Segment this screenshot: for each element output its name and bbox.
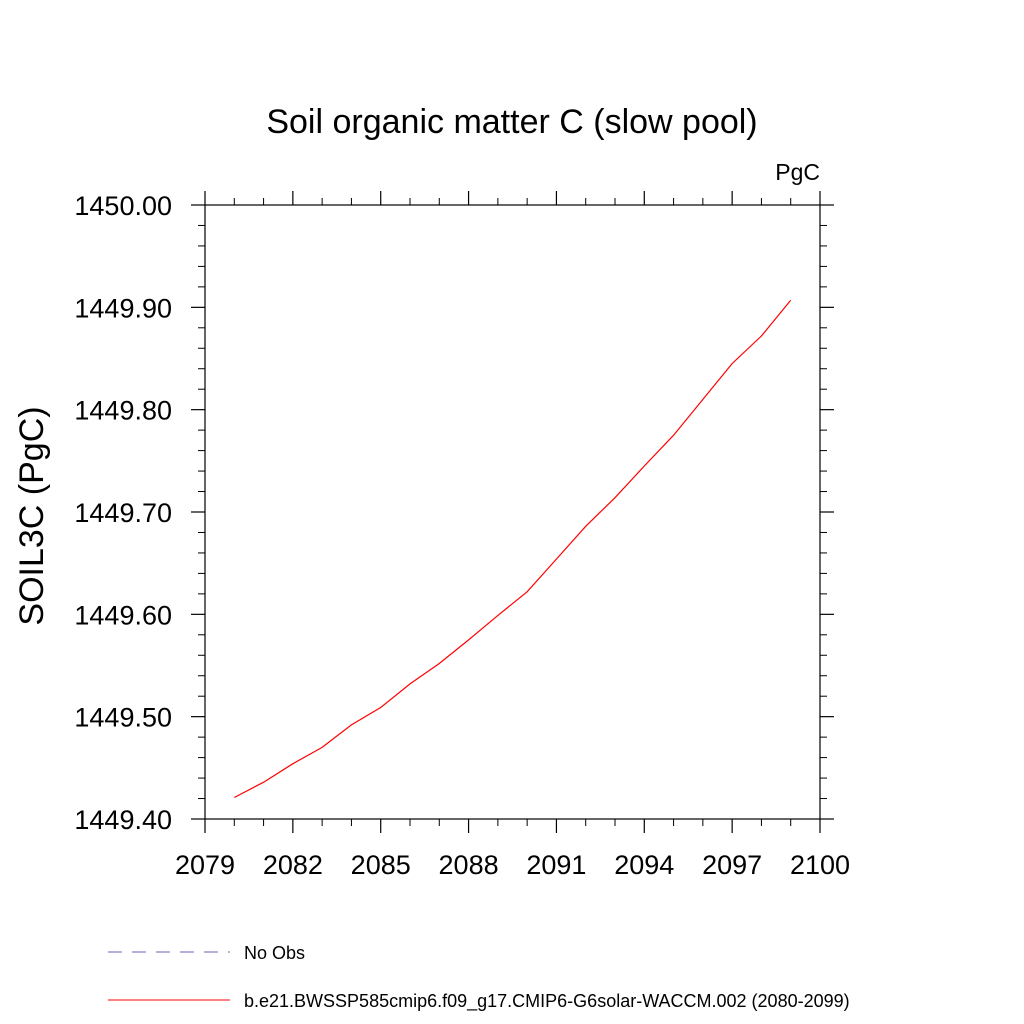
x-tick-label: 2100: [790, 850, 850, 880]
y-tick-label: 1449.40: [74, 805, 172, 835]
x-tick-label: 2079: [175, 850, 235, 880]
legend-label: No Obs: [244, 943, 305, 963]
x-tick-label: 2085: [351, 850, 411, 880]
chart-title: Soil organic matter C (slow pool): [266, 103, 757, 141]
x-tick-label: 2091: [526, 850, 586, 880]
y-tick-label: 1449.50: [74, 703, 172, 733]
y-tick-label: 1450.00: [74, 191, 172, 221]
x-tick-label: 2082: [263, 850, 323, 880]
x-tick-label: 2097: [702, 850, 762, 880]
y-tick-label: 1449.60: [74, 600, 172, 630]
y-axis-label: SOIL3C (PgC): [13, 406, 51, 625]
series-line: [234, 299, 792, 799]
x-tick-label: 2088: [439, 850, 499, 880]
units-label: PgC: [775, 159, 820, 185]
y-tick-label: 1449.70: [74, 498, 172, 528]
y-axis-ticks: 1449.40 1449.50 1449.60 1449.70 1449.80 1449.…: [74, 191, 834, 835]
plot-frame: [204, 204, 821, 820]
x-axis-ticks: 2079 2082 2085 2088 2091 2094 2097 2100: [175, 191, 850, 880]
y-tick-label: 1449.90: [74, 293, 172, 323]
legend: No Obs b.e21.BWSSP585cmip6.f09_g17.CMIP6-…: [108, 943, 850, 1012]
series-layer: [234, 299, 792, 799]
y-tick-label: 1449.80: [74, 396, 172, 426]
x-tick-label: 2094: [614, 850, 674, 880]
legend-label: b.e21.BWSSP585cmip6.f09_g17.CMIP6-G6sola…: [244, 991, 850, 1012]
